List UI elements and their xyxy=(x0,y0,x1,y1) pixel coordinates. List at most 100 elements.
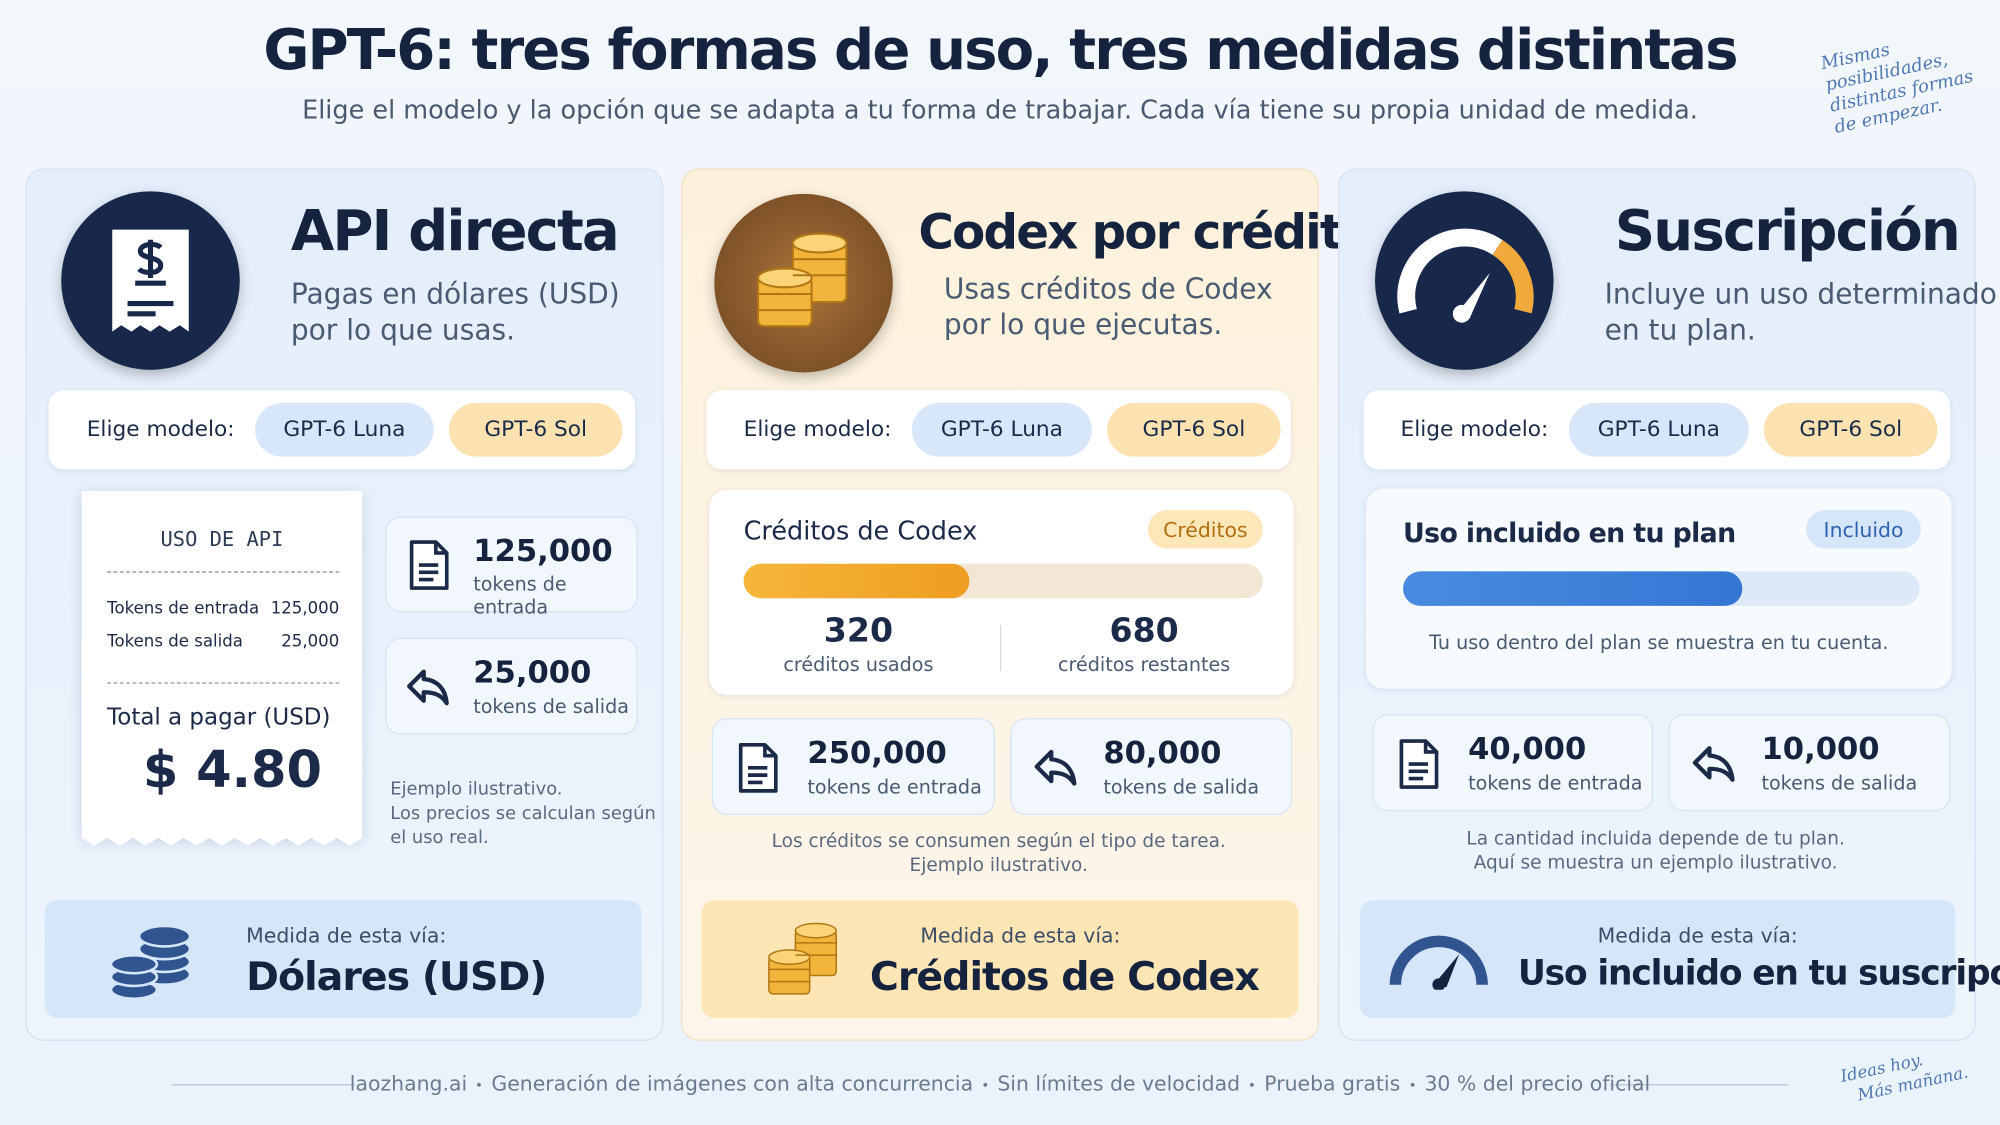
remaining-label: créditos restantes xyxy=(1058,653,1231,677)
doc-icon xyxy=(404,538,452,592)
measure-label: Medida de esta vía: xyxy=(246,923,447,948)
measure-value: Uso incluido en tu suscripción xyxy=(1517,954,2000,994)
progress-fill xyxy=(1403,571,1743,606)
separator xyxy=(999,624,1002,671)
page-title: GPT-6: tres formas de uso, tres medidas … xyxy=(263,17,1738,83)
model-label: Elige modelo: xyxy=(1400,417,1549,443)
separator xyxy=(1410,1082,1415,1087)
doc-icon xyxy=(733,741,781,795)
separator xyxy=(983,1082,988,1087)
arrow-icon xyxy=(404,662,452,710)
stat-box: 40,000 tokens de entrada xyxy=(1372,714,1654,812)
card-description: Incluye un uso determinado en tu plan. xyxy=(1605,278,1997,349)
used-value: 320 xyxy=(823,612,894,651)
stat-label: tokens de entrada xyxy=(473,572,567,619)
icon-coins xyxy=(714,193,893,373)
stat-box: 250,000 tokens de entrada xyxy=(711,718,995,816)
card-title: Codex por créditos xyxy=(918,204,1401,261)
footnote: Los créditos se consumen según el tipo d… xyxy=(681,830,1316,878)
stat-label: tokens de entrada xyxy=(807,775,982,799)
model-pill[interactable]: GPT-6 Luna xyxy=(1568,403,1749,457)
credits-panel: Créditos de Codex Créditos 320 créditos … xyxy=(709,489,1294,696)
icon-gauge xyxy=(1374,191,1554,370)
line: Ejemplo ilustrativo. xyxy=(909,855,1088,877)
gauge-icon xyxy=(1389,935,1488,990)
line: Los precios se calculan según xyxy=(390,803,656,824)
line: Los créditos se consumen según el tipo d… xyxy=(771,831,1226,853)
stat-value: 25,000 xyxy=(473,654,592,691)
total-label: Total a pagar (USD) xyxy=(107,704,331,731)
model-label: Elige modelo: xyxy=(86,417,235,443)
receipt-value: 25,000 xyxy=(281,632,340,652)
icon xyxy=(750,227,857,334)
measure-value: Créditos de Codex xyxy=(869,954,1260,1000)
receipt-label: Tokens de entrada xyxy=(107,599,260,619)
total-value: $ 4.80 xyxy=(142,741,323,800)
card-description: Pagas en dólares (USD) por lo que usas. xyxy=(291,278,620,349)
separator xyxy=(1250,1082,1255,1087)
divider xyxy=(107,571,340,573)
card-title: Suscripción xyxy=(1614,198,1961,265)
model-pill[interactable]: GPT-6 Sol xyxy=(1764,403,1938,457)
stat-value: 10,000 xyxy=(1761,730,1880,767)
stat-label: tokens de salida xyxy=(1103,775,1260,799)
panel-badge: Incluido xyxy=(1806,510,1921,549)
arrow-icon xyxy=(1690,739,1738,787)
icon xyxy=(112,229,189,332)
line: por lo que ejecutas. xyxy=(943,309,1223,342)
separator xyxy=(477,1082,482,1087)
footer-rule xyxy=(172,1084,355,1086)
measure-box: Medida de esta vía: Dólares (USD) xyxy=(44,900,642,1018)
stat-value: 250,000 xyxy=(807,734,947,771)
line: por lo que usas. xyxy=(290,315,516,347)
model-pill[interactable]: GPT-6 Sol xyxy=(448,403,623,457)
footer-rule xyxy=(1609,1084,1789,1086)
receipt-label: Tokens de salida xyxy=(107,632,243,652)
coins-icon xyxy=(109,924,192,1000)
stat-value: 125,000 xyxy=(473,533,613,569)
card-title: API directa xyxy=(290,198,620,265)
footer-item: Sin límites de velocidad xyxy=(997,1071,1241,1096)
icon-receipt xyxy=(61,191,240,370)
line: Ejemplo ilustrativo. xyxy=(390,779,563,800)
remaining-value: 680 xyxy=(1109,612,1179,651)
measure-label: Medida de esta vía: xyxy=(1597,923,1798,948)
line: en tu plan. xyxy=(1604,315,1756,347)
panel-text: Tu uso dentro del plan se muestra en tu … xyxy=(1429,631,1889,655)
panel-badge: Créditos xyxy=(1147,510,1263,549)
line: Pagas en dólares (USD) xyxy=(290,279,620,312)
arrow-icon xyxy=(1032,742,1080,790)
measure-label: Medida de esta vía: xyxy=(920,923,1121,948)
receipt-edge xyxy=(81,832,363,846)
receipt-title: USO DE API xyxy=(160,526,284,552)
footnote: Ejemplo ilustrativo. Los precios se calcu… xyxy=(390,778,655,851)
footer-item[interactable]: laozhang.ai xyxy=(349,1071,468,1096)
footer: laozhang.ai Generación de imágenes con al… xyxy=(0,1071,2000,1095)
panel-title: Uso incluido en tu plan xyxy=(1403,517,1736,549)
card-description: Usas créditos de Codex por lo que ejecuta… xyxy=(944,273,1273,344)
model-pill[interactable]: GPT-6 Luna xyxy=(911,403,1092,457)
included-panel: Uso incluido en tu plan Incluido Tu uso … xyxy=(1366,488,1952,689)
divider xyxy=(107,682,340,684)
stat-value: 40,000 xyxy=(1468,730,1587,767)
stat-label: tokens de salida xyxy=(1761,771,1918,795)
stat-value: 80,000 xyxy=(1103,734,1222,771)
stat-label: tokens de entrada xyxy=(1468,771,1643,795)
receipt-value: 125,000 xyxy=(270,599,340,619)
receipt: USO DE API Tokens de entrada 125,000 Tok… xyxy=(81,491,363,846)
stat-box: 80,000 tokens de salida xyxy=(1010,718,1293,816)
footer-item: Prueba gratis xyxy=(1264,1071,1401,1096)
measure-box: Medida de esta vía: Uso incluido en tu s… xyxy=(1359,900,2000,1018)
line: el uso real. xyxy=(390,827,489,849)
model-pill[interactable]: GPT-6 Luna xyxy=(255,403,434,457)
stat-box: 10,000 tokens de salida xyxy=(1668,714,1951,812)
footer-item: Generación de imágenes con alta concurre… xyxy=(491,1071,974,1096)
model-pill[interactable]: GPT-6 Sol xyxy=(1107,403,1281,457)
line: La cantidad incluida depende de tu plan. xyxy=(1466,829,1845,850)
stat-box: 25,000 tokens de salida xyxy=(385,637,638,735)
stat-box: 125,000 tokens de entrada xyxy=(385,516,638,619)
line: Aquí se muestra un ejemplo ilustrativo. xyxy=(1473,853,1838,874)
progress-fill xyxy=(743,563,970,599)
icon xyxy=(1397,228,1534,323)
